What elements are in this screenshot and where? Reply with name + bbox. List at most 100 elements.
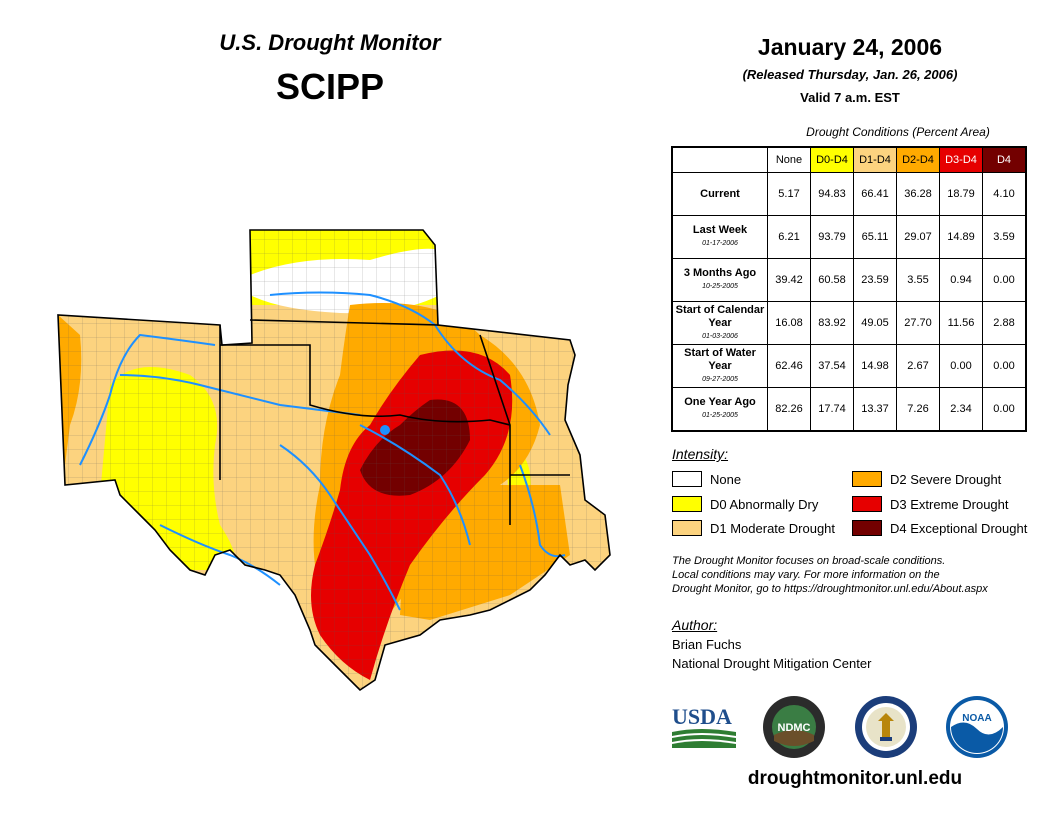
note-line: Drought Monitor, go to https://droughtmo… (672, 583, 988, 595)
usda-logo: USDA (672, 704, 736, 748)
cell: 6.21 (767, 215, 811, 259)
author-organization: National Drought Mitigation Center (672, 656, 872, 671)
region-title: SCIPP (275, 66, 385, 107)
cell: 5.17 (767, 172, 811, 216)
legend-swatch (672, 520, 702, 536)
cell: 14.89 (939, 215, 983, 259)
cell: 2.88 (982, 301, 1027, 345)
author-name: Brian Fuchs (672, 637, 742, 652)
col-header-d0: D0-D4 (810, 146, 854, 173)
cell: 0.00 (982, 258, 1027, 302)
state-borders (57, 229, 611, 692)
arkansas-west-border (479, 334, 511, 525)
row-label: Start of Calendar Year 01-03-2006 (671, 301, 768, 345)
svg-text:NOAA: NOAA (962, 713, 991, 724)
footer-url[interactable]: droughtmonitor.unl.edu (747, 768, 963, 789)
ndmc-logo: NDMC (763, 696, 825, 758)
legend-item-d2: D2 Severe Drought (852, 470, 1001, 488)
legend-label: D4 Exceptional Drought (890, 520, 1028, 536)
county-grid (58, 230, 610, 690)
commerce-seal-logo (855, 696, 917, 758)
legend-swatch (852, 496, 882, 512)
svg-text:USDA: USDA (672, 704, 732, 729)
row-label: Start of Water Year 09-27-2005 (671, 344, 768, 388)
table-row: One Year Ago 01-25-2005 82.26 17.74 13.37… (671, 387, 1027, 431)
legend-swatch (852, 471, 882, 487)
legend-swatch (852, 520, 882, 536)
legend-title: Intensity: (672, 446, 729, 462)
cell: 29.07 (896, 215, 940, 259)
col-header-d4: D4 (982, 146, 1027, 173)
legend-swatch (672, 471, 702, 487)
cell: 23.59 (853, 258, 897, 302)
col-header-none: None (767, 146, 811, 173)
legend-item-d3: D3 Extreme Drought (852, 495, 1009, 513)
cell: 83.92 (810, 301, 854, 345)
legend-label: D0 Abnormally Dry (710, 496, 819, 512)
cell: 0.94 (939, 258, 983, 302)
legend-item-d0: D0 Abnormally Dry (672, 495, 818, 513)
table-row: Start of Water Year 09-27-2005 62.46 37.5… (671, 344, 1027, 388)
legend-item-d1: D1 Moderate Drought (672, 519, 835, 537)
cell: 65.11 (853, 215, 897, 259)
map-title: U.S. Drought Monitor (219, 30, 441, 55)
cell: 17.74 (810, 387, 854, 431)
legend-item-d4: D4 Exceptional Drought (852, 519, 1027, 537)
disclaimer-note: The Drought Monitor focuses on broad-sca… (672, 554, 1052, 596)
cell: 2.34 (939, 387, 983, 431)
river-pecos (159, 524, 281, 586)
cell: 62.46 (767, 344, 811, 388)
legend-label: D2 Severe Drought (890, 471, 1002, 487)
cell: 3.55 (896, 258, 940, 302)
river-rio-grande-north (79, 333, 216, 466)
col-header-d1: D1-D4 (853, 146, 897, 173)
legend-label: None (710, 471, 742, 487)
row-label: One Year Ago 01-25-2005 (671, 387, 768, 431)
cell: 94.83 (810, 172, 854, 216)
cell: 11.56 (939, 301, 983, 345)
table-row: Current 5.17 94.83 66.41 36.28 18.79 4.1… (671, 172, 1027, 216)
cell: 13.37 (853, 387, 897, 431)
row-label: Current (671, 172, 768, 216)
cell: 16.08 (767, 301, 811, 345)
cell: 2.67 (896, 344, 940, 388)
drought-areas (58, 230, 610, 690)
river-brazos (279, 444, 401, 611)
table-row: 3 Months Ago 10-25-2005 39.42 60.58 23.59… (671, 258, 1027, 302)
table-caption: Drought Conditions (Percent Area) (806, 125, 990, 139)
cell: 49.05 (853, 301, 897, 345)
legend-swatch (672, 496, 702, 512)
kansas-oklahoma-border (249, 319, 439, 326)
col-header-d3: D3-D4 (939, 146, 983, 173)
row-label: Last Week 01-17-2006 (671, 215, 768, 259)
map-date: January 24, 2006 (757, 34, 943, 60)
cell: 37.54 (810, 344, 854, 388)
legend-label: D1 Moderate Drought (710, 520, 836, 536)
cell: 3.59 (982, 215, 1027, 259)
cell: 36.28 (896, 172, 940, 216)
oklahoma-texas-border (220, 344, 511, 426)
drought-stats-table: None D0-D4 D1-D4 D2-D4 D3-D4 D4 Current … (671, 146, 1027, 432)
cell: 18.79 (939, 172, 983, 216)
cell: 14.98 (853, 344, 897, 388)
table-row: Start of Calendar Year 01-03-2006 16.08 8… (671, 301, 1027, 345)
river-trinity (359, 424, 471, 546)
author-heading: Author: (672, 617, 718, 633)
river-mississippi (519, 464, 566, 558)
lake-texoma (380, 425, 390, 435)
drought-map (57, 229, 611, 692)
cell: 27.70 (896, 301, 940, 345)
note-line: Local conditions may vary. For more info… (672, 569, 940, 581)
row-label: 3 Months Ago 10-25-2005 (671, 258, 768, 302)
cell: 66.41 (853, 172, 897, 216)
col-header-d2: D2-D4 (896, 146, 940, 173)
river-red (119, 374, 361, 416)
cell: 0.00 (982, 344, 1027, 388)
noaa-logo: NOAA (946, 696, 1008, 758)
cell: 0.00 (982, 387, 1027, 431)
note-line: The Drought Monitor focuses on broad-sca… (672, 555, 946, 567)
legend-label: D3 Extreme Drought (890, 496, 1009, 512)
legend-item-none: None (672, 470, 741, 488)
region-outline (57, 229, 611, 692)
cell: 39.42 (767, 258, 811, 302)
